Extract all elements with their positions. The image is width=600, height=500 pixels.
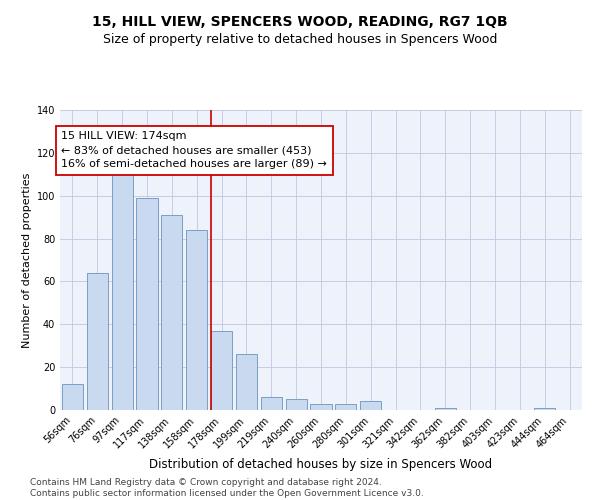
Bar — [161, 215, 182, 410]
Bar — [136, 198, 158, 410]
Bar — [236, 354, 257, 410]
Text: 15 HILL VIEW: 174sqm
← 83% of detached houses are smaller (453)
16% of semi-deta: 15 HILL VIEW: 174sqm ← 83% of detached h… — [61, 132, 327, 170]
Bar — [62, 384, 83, 410]
Text: Size of property relative to detached houses in Spencers Wood: Size of property relative to detached ho… — [103, 32, 497, 46]
Bar — [534, 408, 555, 410]
Bar — [286, 400, 307, 410]
Bar — [211, 330, 232, 410]
Bar — [335, 404, 356, 410]
Text: 15, HILL VIEW, SPENCERS WOOD, READING, RG7 1QB: 15, HILL VIEW, SPENCERS WOOD, READING, R… — [92, 15, 508, 29]
X-axis label: Distribution of detached houses by size in Spencers Wood: Distribution of detached houses by size … — [149, 458, 493, 471]
Bar — [112, 168, 133, 410]
Bar — [310, 404, 332, 410]
Text: Contains HM Land Registry data © Crown copyright and database right 2024.
Contai: Contains HM Land Registry data © Crown c… — [30, 478, 424, 498]
Bar — [261, 397, 282, 410]
Bar — [360, 402, 381, 410]
Bar — [87, 273, 108, 410]
Bar — [435, 408, 456, 410]
Bar — [186, 230, 207, 410]
Y-axis label: Number of detached properties: Number of detached properties — [22, 172, 32, 348]
